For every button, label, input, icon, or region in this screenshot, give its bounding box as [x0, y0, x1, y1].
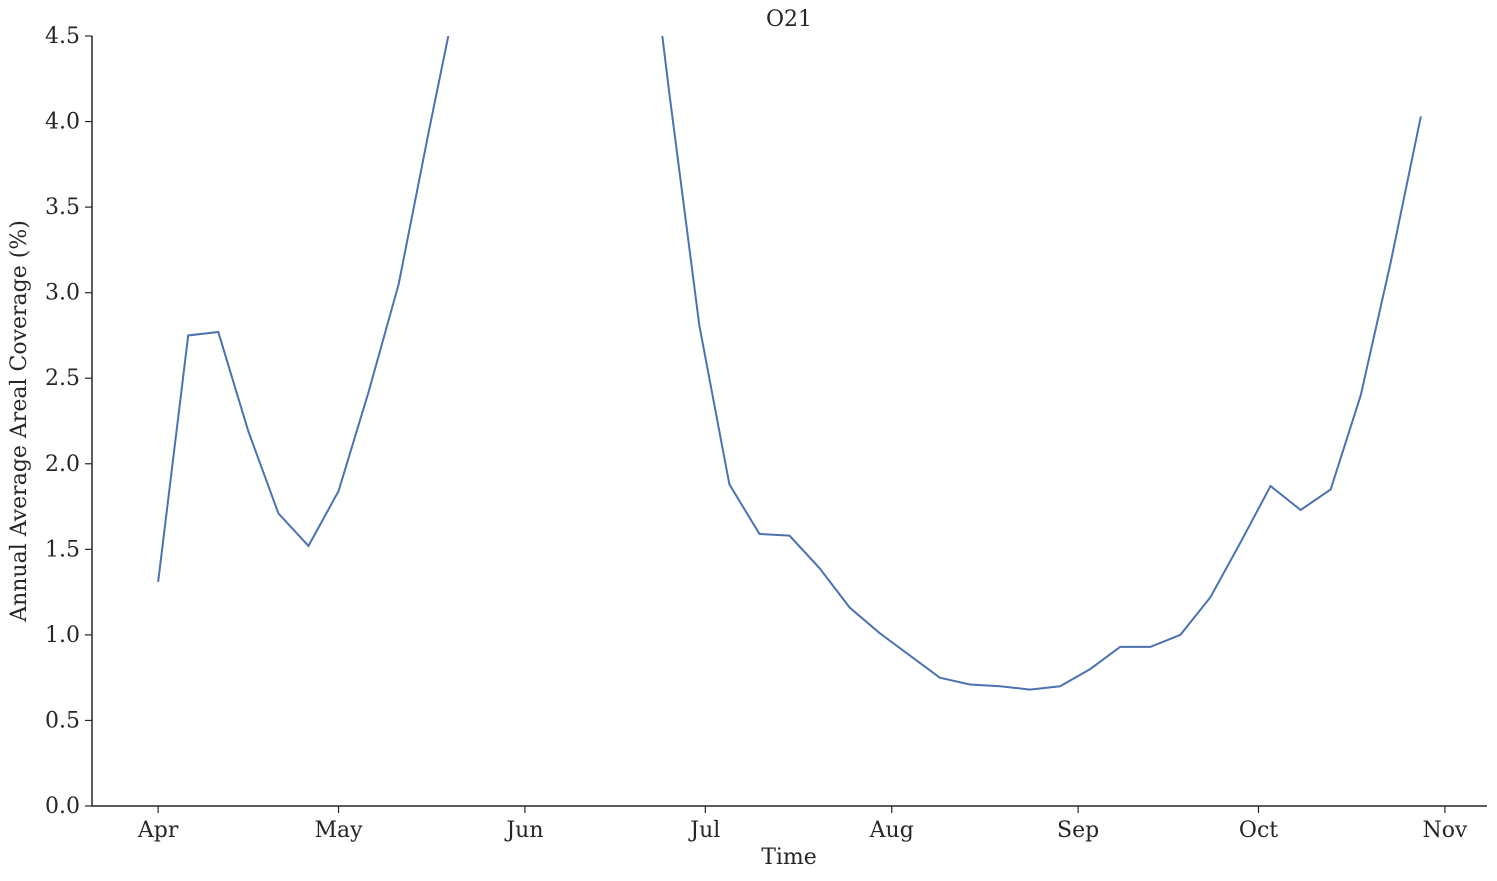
y-tick-label: 0.5: [45, 708, 80, 733]
x-tick-label: Nov: [1422, 818, 1467, 843]
x-tick-label: Apr: [137, 818, 179, 843]
x-tick-label: Jul: [688, 818, 720, 843]
y-tick-label: 1.0: [45, 623, 80, 648]
x-tick-label: Oct: [1239, 818, 1278, 843]
y-tick-label: 1.5: [45, 537, 80, 562]
x-tick-label: May: [314, 818, 363, 843]
y-tick-label: 2.0: [45, 452, 80, 477]
y-tick-label: 3.5: [45, 195, 80, 220]
y-axis-label: Annual Average Areal Coverage (%): [7, 220, 32, 623]
y-tick-label: 0.0: [45, 794, 80, 819]
y-tick-label: 4.5: [45, 24, 80, 49]
x-tick-label: Sep: [1057, 818, 1099, 843]
y-tick-label: 2.5: [45, 366, 80, 391]
y-tick-label: 3.0: [45, 281, 80, 306]
y-tick-label: 4.0: [45, 110, 80, 135]
x-axis-label: Time: [761, 845, 817, 870]
data-line: [157, 36, 1422, 691]
x-tick-label: Jun: [504, 818, 543, 843]
x-tick-label: Aug: [869, 818, 914, 843]
chart-title: O21: [766, 7, 812, 32]
